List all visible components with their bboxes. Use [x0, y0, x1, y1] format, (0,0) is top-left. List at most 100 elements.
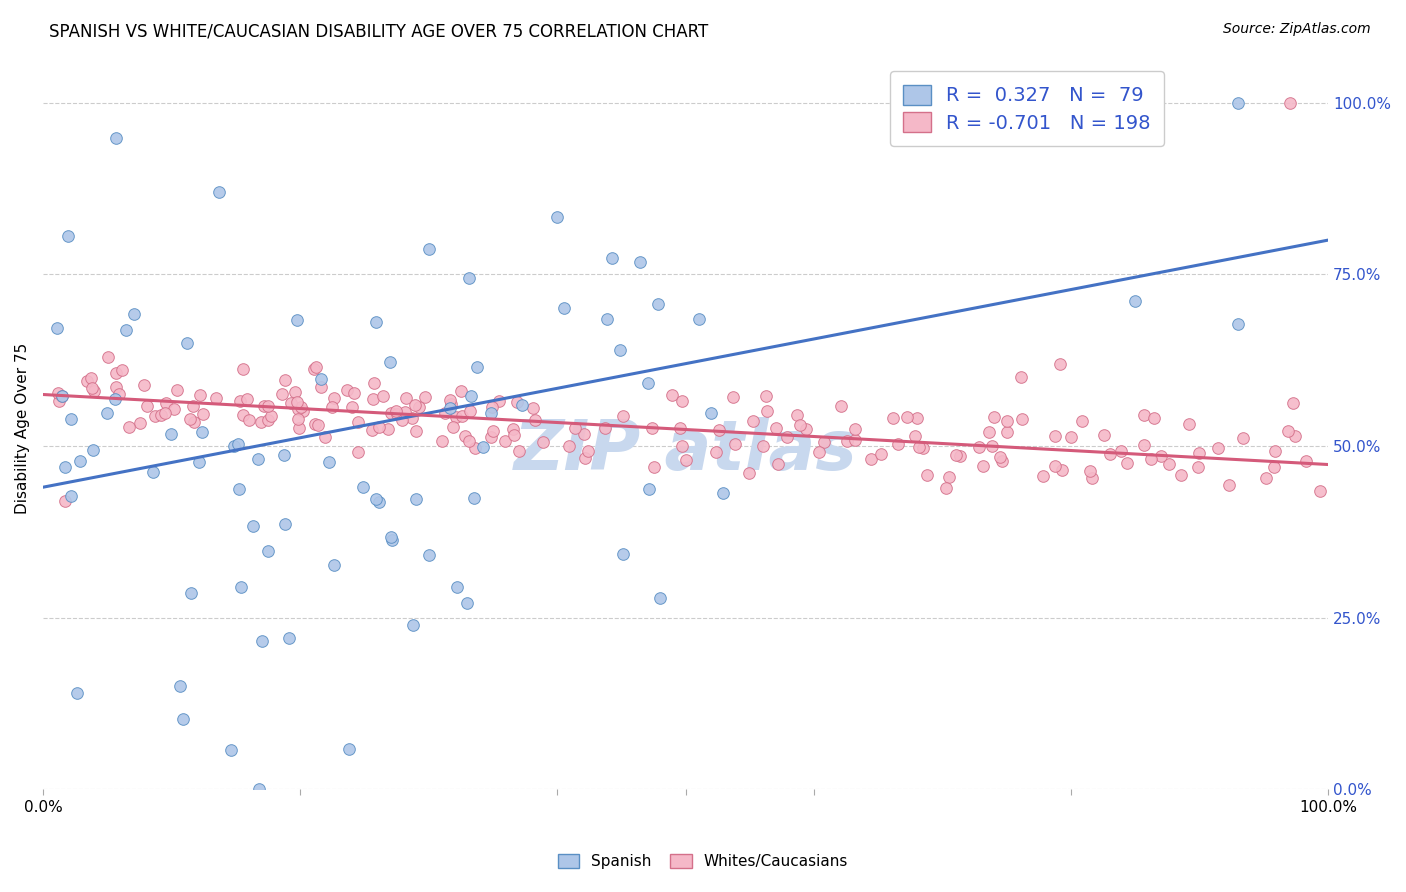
Point [285, 395, 308, 409]
Point [980, 438, 1002, 452]
Point [688, 312, 710, 326]
Point [380, 406, 402, 420]
Point [494, 434, 516, 449]
Point [394, 405, 416, 419]
Point [576, 443, 599, 458]
Point [837, 434, 859, 448]
Point [1264, 443, 1286, 458]
Point [1170, 468, 1192, 483]
Point [465, 359, 488, 374]
Point [405, 424, 427, 438]
Point [141, 465, 163, 479]
Point [378, 355, 401, 369]
Point [181, 399, 204, 413]
Point [128, 416, 150, 430]
Point [458, 434, 481, 448]
Point [418, 242, 440, 256]
Point [711, 485, 734, 500]
Point [256, 413, 278, 427]
Point [479, 430, 502, 444]
Point [337, 742, 360, 756]
Point [53, 494, 76, 508]
Point [314, 430, 336, 444]
Point [222, 439, 245, 453]
Point [287, 412, 309, 426]
Point [232, 362, 254, 376]
Point [352, 480, 374, 494]
Point [418, 548, 440, 562]
Point [183, 415, 205, 429]
Point [278, 632, 301, 646]
Point [1045, 459, 1067, 474]
Point [59, 489, 82, 503]
Point [48, 394, 70, 409]
Point [859, 451, 882, 466]
Point [441, 420, 464, 434]
Point [938, 470, 960, 484]
Point [752, 439, 775, 453]
Point [381, 533, 404, 548]
Point [290, 400, 312, 414]
Point [977, 425, 1000, 440]
Point [1157, 458, 1180, 472]
Point [271, 387, 294, 401]
Point [612, 547, 634, 561]
Point [408, 400, 430, 414]
Point [949, 449, 972, 463]
Point [648, 591, 671, 605]
Point [661, 388, 683, 402]
Point [721, 390, 744, 404]
Point [176, 335, 198, 350]
Legend: R =  0.327   N =  79, R = -0.701   N = 198: R = 0.327 N = 79, R = -0.701 N = 198 [890, 71, 1164, 146]
Point [368, 420, 391, 434]
Point [219, 742, 242, 756]
Point [149, 408, 172, 422]
Point [96, 406, 118, 420]
Point [1150, 449, 1173, 463]
Point [361, 423, 384, 437]
Point [807, 445, 830, 459]
Point [609, 343, 631, 358]
Point [456, 595, 478, 609]
Point [226, 437, 249, 451]
Point [122, 307, 145, 321]
Point [361, 392, 384, 407]
Point [1133, 438, 1156, 452]
Point [553, 301, 575, 315]
Point [887, 437, 910, 451]
Point [671, 393, 693, 408]
Point [450, 384, 472, 399]
Point [830, 400, 852, 414]
Point [231, 580, 253, 594]
Point [1277, 424, 1299, 438]
Point [238, 413, 260, 427]
Point [366, 491, 388, 506]
Point [404, 398, 426, 412]
Point [995, 414, 1018, 428]
Point [700, 405, 723, 419]
Point [988, 450, 1011, 465]
Point [671, 439, 693, 453]
Point [451, 409, 474, 424]
Point [188, 455, 211, 469]
Text: Source: ZipAtlas.com: Source: ZipAtlas.com [1223, 22, 1371, 37]
Point [257, 543, 280, 558]
Point [302, 362, 325, 376]
Point [558, 439, 581, 453]
Point [908, 440, 931, 454]
Point [983, 410, 1005, 425]
Point [766, 457, 789, 471]
Point [724, 436, 747, 450]
Point [260, 409, 283, 423]
Point [741, 414, 763, 428]
Point [163, 402, 186, 417]
Point [273, 517, 295, 532]
Point [342, 386, 364, 401]
Point [377, 422, 399, 436]
Point [564, 421, 586, 435]
Point [967, 440, 990, 454]
Point [460, 389, 482, 403]
Point [446, 580, 468, 594]
Point [704, 445, 727, 459]
Point [288, 421, 311, 435]
